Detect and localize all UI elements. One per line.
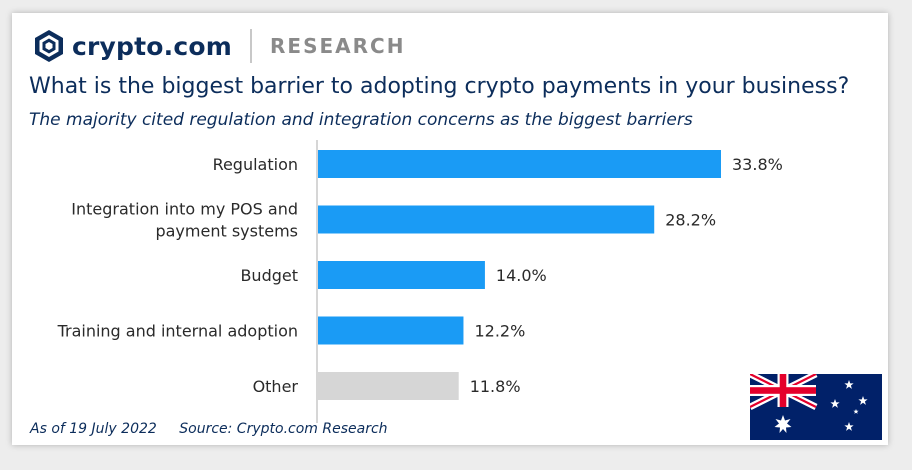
bar-0 <box>318 150 721 178</box>
footer-source: Source: Crypto.com Research <box>179 421 388 437</box>
category-label-1-line-0: Integration into my POS and <box>71 200 298 219</box>
chart-card: crypto.com RESEARCH What is the biggest … <box>12 13 888 445</box>
brand-header: crypto.com RESEARCH <box>34 28 405 64</box>
brand-name: crypto.com <box>72 31 233 61</box>
australia-flag-icon <box>750 374 882 440</box>
value-label-1: 28.2% <box>665 211 716 230</box>
bar-3 <box>318 316 464 345</box>
bar-chart: 33.8% Regulation 28.2% Integration into my … <box>57 140 783 423</box>
chart-title: What is the biggest barrier to adopting … <box>29 74 850 99</box>
brand-section: RESEARCH <box>270 34 406 58</box>
chart-subtitle: The majority cited regulation and integr… <box>29 110 693 130</box>
value-label-2: 14.0% <box>496 266 547 285</box>
value-label-3: 12.2% <box>474 322 525 341</box>
category-label-1-line-1: payment systems <box>155 222 298 241</box>
category-label-2: Budget <box>240 266 298 285</box>
category-label-0: Regulation <box>213 155 298 174</box>
category-label-3: Training and internal adoption <box>57 322 298 341</box>
bar-1 <box>318 205 655 234</box>
value-label-0: 33.8% <box>732 155 783 174</box>
crypto-com-logo-icon <box>35 30 63 62</box>
bar-2 <box>318 261 485 289</box>
value-label-4: 11.8% <box>470 377 521 396</box>
footer: As of 19 July 2022 Source: Crypto.com Re… <box>30 421 388 437</box>
category-label-4: Other <box>253 377 299 396</box>
bar-4 <box>318 372 459 400</box>
brand-divider <box>250 29 253 63</box>
footer-date: As of 19 July 2022 <box>30 421 157 437</box>
